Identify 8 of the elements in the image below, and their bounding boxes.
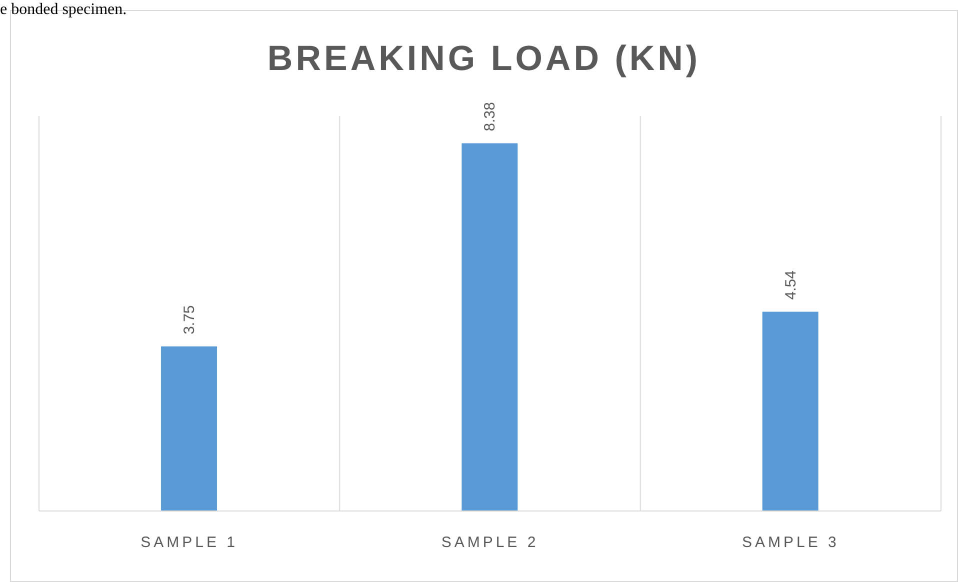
x-tick-label: SAMPLE 2: [441, 534, 539, 551]
data-label: 4.54: [782, 270, 800, 300]
data-label: 8.38: [482, 102, 499, 132]
data-label: 3.75: [181, 305, 198, 334]
chart-title: BREAKING LOAD (KN): [266, 39, 702, 79]
x-tick-label: SAMPLE 3: [742, 534, 840, 551]
x-tick-label: SAMPLE 1: [140, 534, 238, 551]
text: e bonded specimen.: [0, 1, 127, 18]
